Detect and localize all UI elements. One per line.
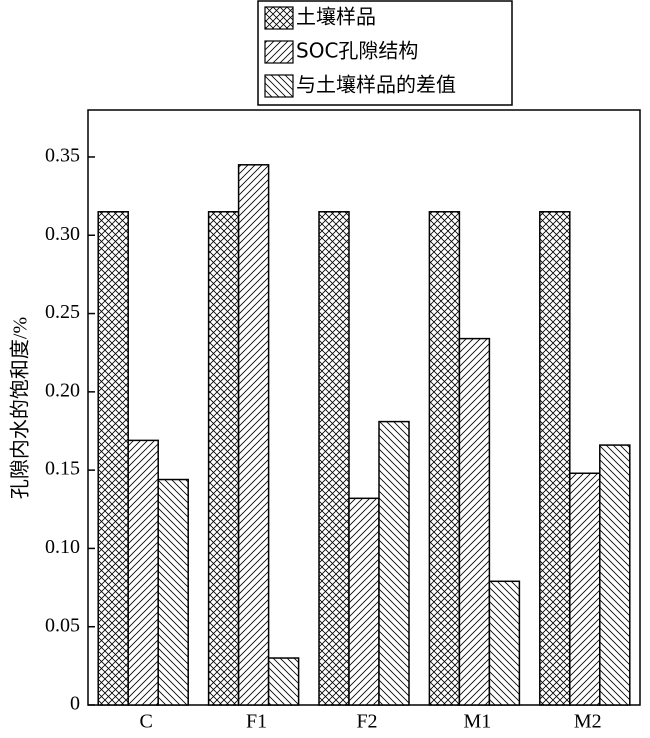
legend-box xyxy=(257,0,513,106)
bar xyxy=(157,478,189,706)
legend-label: 土壤样品 xyxy=(296,5,376,29)
x-tick-label: C xyxy=(140,711,153,733)
y-tick-label: 0.35 xyxy=(45,145,80,167)
legend-swatch xyxy=(264,40,294,64)
bar xyxy=(599,444,631,706)
y-tick-label: 0.10 xyxy=(45,536,80,558)
bar xyxy=(207,211,240,706)
bar xyxy=(348,497,380,706)
y-tick-label: 0.15 xyxy=(45,458,80,480)
bar xyxy=(267,657,300,706)
x-tick-label: M1 xyxy=(464,711,492,733)
y-tick-label: 0.05 xyxy=(45,614,80,636)
bar xyxy=(378,420,410,706)
y-axis-label: 孔隙内水的饱和度/% xyxy=(9,317,32,499)
bar xyxy=(539,211,571,706)
legend-label: SOC孔隙结构 xyxy=(296,39,418,63)
y-tick-label: 0.25 xyxy=(45,301,80,323)
x-tick-label: F2 xyxy=(356,711,377,733)
legend-swatch xyxy=(264,6,294,30)
x-tick-label: M2 xyxy=(574,711,602,733)
legend-label: 与土壤样品的差值 xyxy=(296,73,456,97)
y-tick-label: 0 xyxy=(70,693,80,715)
bar xyxy=(458,337,491,706)
bar xyxy=(318,211,350,706)
bar xyxy=(237,164,270,706)
y-tick-label: 0.20 xyxy=(45,379,80,401)
bar xyxy=(569,472,601,706)
bar xyxy=(97,211,129,706)
y-tick-label: 0.30 xyxy=(45,223,80,245)
bar xyxy=(428,211,461,706)
x-tick-label: F1 xyxy=(246,711,267,733)
bar xyxy=(127,439,159,706)
legend-swatch xyxy=(264,74,294,98)
bar xyxy=(488,580,521,706)
